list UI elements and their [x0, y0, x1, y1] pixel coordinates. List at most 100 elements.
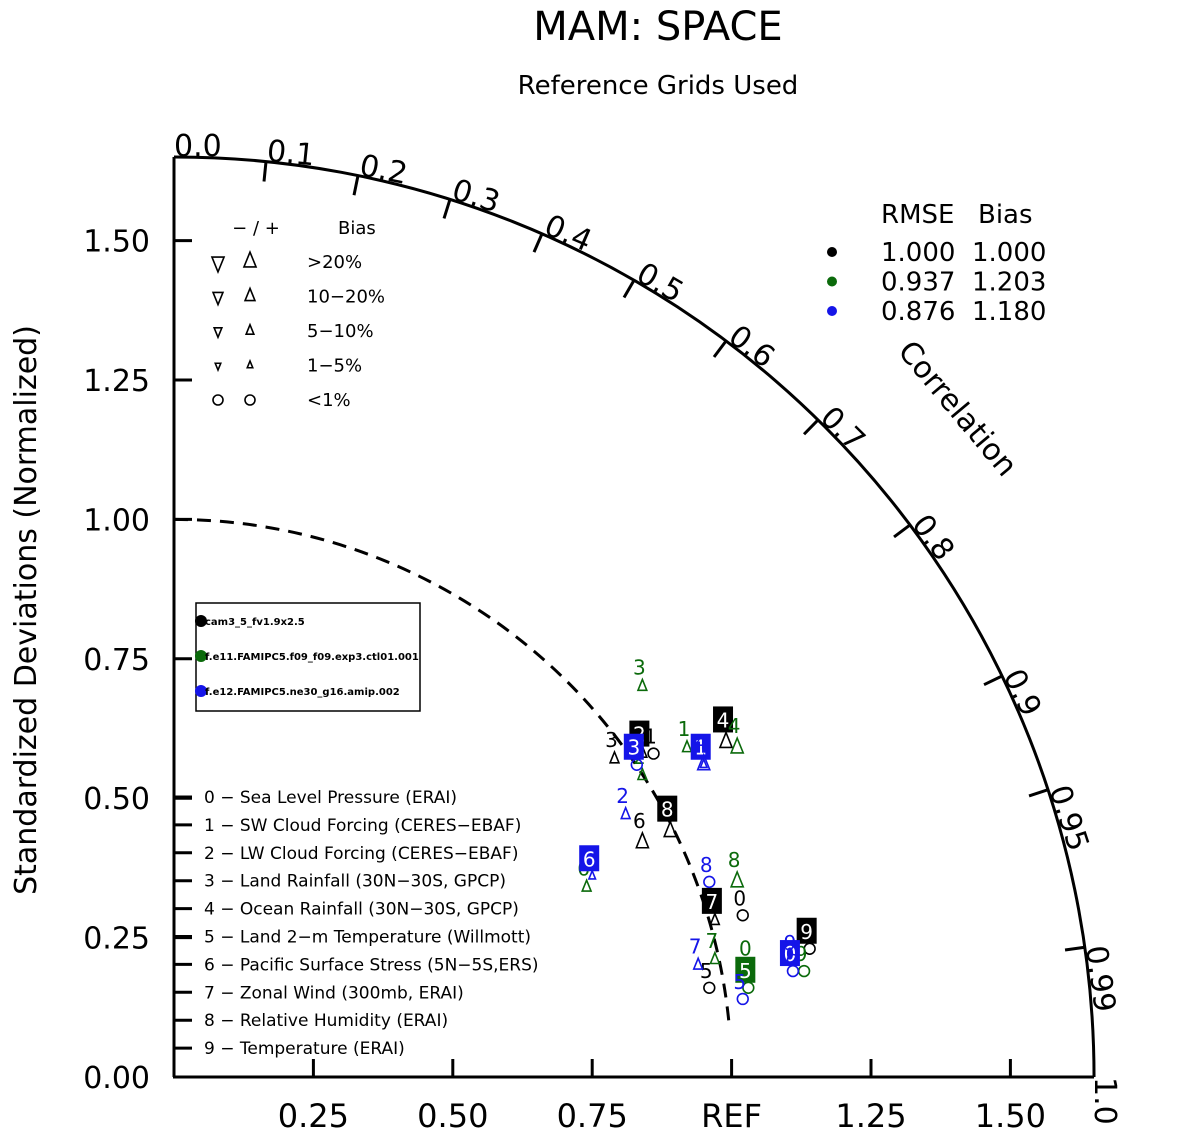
rmse-header: RMSE [881, 200, 954, 230]
correlation-tick-label: 1.0 [1087, 1077, 1122, 1125]
data-point-label: 7 [706, 929, 719, 953]
variable-item: 9 − Temperature (ERAI) [204, 1039, 405, 1059]
data-point-marker [729, 869, 745, 888]
bias-pos-triangle-icon [243, 286, 257, 302]
data-point-marker [786, 964, 800, 978]
data-point-label: 8 [728, 848, 741, 872]
variable-item: 7 − Zonal Wind (300mb, ERAI) [204, 983, 464, 1003]
variable-item: 5 − Land 2−m Temperature (Willmott) [204, 928, 531, 948]
case-dot-icon [195, 685, 207, 697]
rmse-row-dot-icon [827, 306, 837, 316]
data-point-label-box [796, 917, 817, 944]
x-tick-label: REF [701, 1097, 762, 1135]
data-point-marker [636, 677, 648, 692]
y-tick-label: 0.25 [83, 922, 150, 957]
data-point-label: 6 [633, 809, 646, 833]
data-point-label: 8 [661, 798, 674, 822]
data-point-label-box [735, 956, 756, 983]
correlation-tick-mark [802, 418, 820, 436]
data-point-marker [635, 830, 650, 849]
rmse-value: 0.876 [881, 297, 955, 327]
bias-legend-range: 5−10% [307, 321, 374, 342]
variable-item: 6 − Pacific Surface Stress (5N−5S,ERS) [204, 955, 539, 975]
bias-neg-triangle-icon [210, 256, 226, 275]
correlation-axis-label: Correlation [891, 334, 1024, 483]
data-point-label-box [779, 940, 800, 967]
data-point-marker [797, 964, 811, 978]
variable-item: 2 − LW Cloud Forcing (CERES−EBAF) [204, 844, 518, 864]
correlation-tick-mark [893, 523, 911, 539]
y-tick-label: 1.00 [83, 503, 150, 538]
correlation-arc [173, 155, 1096, 1078]
data-point-label-box [690, 733, 711, 760]
data-point-label: 7 [706, 890, 719, 914]
bias-pos-triangle-icon [242, 249, 258, 268]
data-point-marker [709, 950, 721, 965]
data-point-label-box [701, 887, 722, 914]
data-point-label-box [623, 733, 644, 760]
data-point-label: 4 [717, 708, 730, 732]
case-name: cam3_5_fv1.9x2.5 [205, 617, 305, 628]
data-point-label: 8 [700, 853, 713, 877]
bias-legend-range: >20% [307, 252, 362, 273]
data-point-label: 5 [700, 959, 713, 983]
bias-legend-range: <1% [307, 390, 351, 411]
correlation-tick-mark [1028, 788, 1049, 798]
case-dot-icon [195, 650, 207, 662]
correlation-tick-label: 0.3 [448, 173, 504, 221]
data-point-label-box [713, 706, 734, 733]
bias-pos-triangle-icon [246, 358, 254, 369]
data-point-marker [681, 738, 693, 753]
data-point-label-box [579, 845, 600, 872]
variable-item: 4 − Ocean Rainfall (30N−30S, GPCP) [204, 900, 519, 920]
data-point-label: 4 [694, 731, 707, 755]
bias-pos-triangle-icon [244, 322, 256, 335]
rmse-row-dot-icon [827, 276, 837, 287]
y-tick-label: 1.50 [83, 225, 150, 260]
data-point-label: 5 [733, 970, 746, 994]
bias-neg-circle-icon [212, 394, 224, 406]
y-tick-label: 0.00 [83, 1061, 150, 1096]
bias-legend-range: 10−20% [307, 287, 385, 308]
chart-subtitle: Reference Grids Used [518, 71, 799, 101]
bias-legend: − / + Bias >20% 10−20% 5−10% 1−5% <1% [210, 218, 385, 411]
bias-header: Bias [978, 200, 1033, 230]
data-points: 012345678901234567890123456789 [577, 656, 817, 1006]
data-point-label: 2 [616, 784, 629, 808]
bias-value: 1.203 [972, 268, 1046, 298]
case-dot-icon [195, 615, 207, 627]
data-point-marker [608, 749, 621, 764]
case-name: f.e12.FAMIPC5.ne30_g16.amip.002 [205, 687, 400, 698]
y-tick-label: 0.75 [83, 643, 150, 678]
y-tick-label: 0.50 [83, 782, 150, 817]
x-tick-label: 0.25 [278, 1097, 349, 1135]
correlation-tick-mark [262, 161, 268, 182]
data-point-marker [620, 805, 632, 820]
correlation-tick-mark [532, 233, 544, 253]
data-point-marker [736, 992, 749, 1006]
data-point-label: 5 [739, 959, 752, 983]
case-name: f.e11.FAMIPC5.f09_f09.exp3.ctl01.001 [205, 652, 419, 663]
correlation-tick-mark [622, 279, 636, 299]
rmse-row-dot-icon [827, 247, 837, 257]
data-point-marker [581, 878, 593, 892]
data-point-label: 0 [733, 886, 746, 910]
rmse-value: 1.000 [881, 238, 955, 268]
data-point-marker [663, 819, 678, 838]
variable-item: 1 − SW Cloud Forcing (CERES−EBAF) [204, 816, 521, 836]
data-point-label: 3 [605, 728, 618, 752]
data-point-label: 1 [678, 717, 691, 741]
data-point-marker [636, 766, 648, 781]
x-tick-label: 1.25 [835, 1097, 906, 1135]
data-point-label: 3 [627, 736, 640, 760]
data-point-label: 3 [633, 656, 646, 680]
correlation-tick-label: 0.9 [996, 664, 1048, 722]
correlation-tick-mark [442, 198, 452, 219]
variable-list: 0 − Sea Level Pressure (ERAI) 1 − SW Clou… [174, 788, 539, 1059]
data-point-marker [729, 735, 745, 754]
data-point-label: 0 [739, 936, 752, 960]
data-point-label: 9 [800, 920, 813, 944]
data-point-marker [736, 909, 749, 922]
